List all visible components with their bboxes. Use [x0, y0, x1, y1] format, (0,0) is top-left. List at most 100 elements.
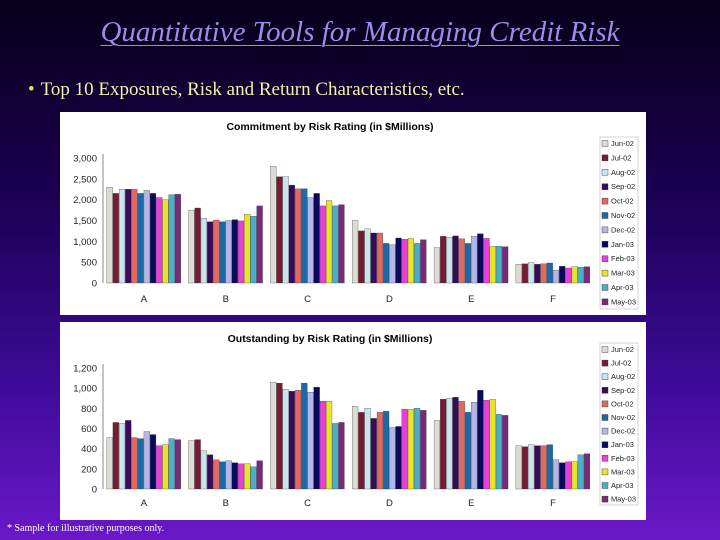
chart-1-y-tick-label: 2,000: [73, 195, 97, 206]
chart-1-legend-swatch: [601, 140, 609, 147]
chart-1-bar: [546, 262, 553, 284]
chart-1-bar: [194, 207, 201, 284]
chart-2-bar: [295, 390, 302, 490]
chart-1-bar: [149, 193, 157, 284]
chart-2-legend-label: Aug-02: [611, 372, 635, 381]
chart-2-y-tick-label: 1,000: [73, 384, 97, 395]
chart-1-legend-label: Nov-02: [611, 211, 635, 220]
chart-1-bar: [420, 239, 427, 284]
chart-1-bar: [313, 193, 320, 284]
chart-1-bar: [458, 238, 465, 284]
chart-1-y-tick-label: 2,500: [73, 174, 97, 185]
chart-2-legend-swatch: [601, 468, 609, 476]
chart-1-y-tick-label: 3,000: [73, 154, 97, 165]
chart-1-bar: [521, 263, 529, 284]
chart-2-category-label: F: [550, 498, 556, 509]
chart-1-bar: [307, 197, 314, 284]
chart-2-bar: [370, 418, 377, 490]
chart-2-bar: [452, 397, 459, 490]
chart-2-bar: [225, 460, 232, 490]
chart-2-bar: [313, 387, 320, 490]
chart-2-bar: [143, 431, 150, 490]
chart-2-bar: [352, 406, 359, 490]
chart-2-bar: [112, 422, 119, 490]
chart-2-bar: [571, 461, 578, 490]
chart-1-category-label: E: [468, 294, 474, 305]
chart-1-legend-label: Feb-03: [611, 254, 635, 263]
chart-2-legend-swatch: [601, 482, 609, 489]
chart-2-bar: [583, 453, 591, 490]
chart-1-bar: [112, 193, 119, 284]
chart-2-bar: [237, 463, 245, 490]
chart-1-bar: [256, 205, 263, 284]
chart-1-legend-label: May-03: [611, 297, 636, 306]
chart-1-y-tick-label: 1,500: [73, 216, 97, 227]
chart-1-bar: [452, 235, 459, 284]
chart-1-legend-label: Jan-03: [611, 240, 634, 249]
chart-2-legend-swatch: [601, 441, 609, 448]
chart-1-legend-label: Jun-02: [611, 139, 634, 148]
chart-2-bar: [250, 466, 257, 490]
chart-1-bar: [137, 193, 144, 284]
commitment-chart: Commitment by Risk Rating (in $Millions)…: [73, 121, 639, 310]
chart-1-bar: [282, 176, 289, 284]
chart-2-bar: [401, 409, 408, 490]
chart-2-category-label: B: [223, 498, 229, 509]
chart-2-bar: [364, 408, 371, 490]
chart-2-bar: [502, 415, 509, 490]
chart-1-bar: [270, 166, 277, 284]
footnote: * Sample for illustrative purposes only.: [7, 523, 165, 534]
chart-2-bar: [301, 382, 308, 490]
chart-2-bar: [495, 414, 502, 490]
chart-2-bar: [307, 392, 314, 490]
chart-1-bar: [571, 266, 578, 284]
bullet-text: Top 10 Exposures, Risk and Return Charac…: [40, 79, 465, 100]
chart-1-bar: [370, 232, 377, 284]
chart-1-bar: [515, 264, 522, 284]
chart-1-bar: [477, 233, 484, 284]
chart-2-legend-swatch: [601, 427, 609, 435]
chart-1-bar: [376, 232, 383, 284]
chart-2-bar: [515, 445, 522, 490]
chart-2-bar: [162, 444, 169, 490]
chart-1-bar: [483, 238, 490, 284]
chart-2-bar: [552, 459, 560, 490]
chart-1-bar: [502, 246, 509, 284]
chart-1-bar: [295, 188, 302, 284]
chart-2-bar: [338, 422, 345, 490]
chart-2-bar: [521, 446, 529, 490]
chart-1-category-label: B: [223, 294, 229, 305]
chart-2-category-label: C: [304, 498, 311, 509]
chart-2-bar: [458, 401, 465, 490]
chart-1-bar: [358, 230, 365, 284]
chart-2-category-label: E: [468, 498, 474, 509]
chart-2-legend-label: Feb-03: [611, 454, 635, 463]
chart-1-bar: [495, 246, 502, 284]
chart-1-legend-swatch: [601, 255, 609, 262]
chart-1-legend-label: Sep-02: [611, 182, 635, 191]
chart-2-bar: [528, 444, 535, 490]
bullet-point: • Top 10 Exposures, Risk and Return Chara…: [28, 79, 465, 101]
chart-2-y-tick-label: 600: [81, 424, 97, 435]
chart-1-category-label: C: [304, 294, 311, 305]
chart-1-bar: [326, 200, 333, 284]
chart-2-bar: [244, 463, 251, 490]
chart-2-bar: [395, 426, 402, 490]
chart-1-category-label: F: [550, 294, 556, 305]
chart-1-category-label: D: [386, 294, 393, 305]
chart-2-category-label: A: [141, 498, 148, 509]
chart-2-legend-label: Dec-02: [611, 427, 635, 436]
chart-1-bar: [352, 220, 359, 284]
chart-2-legend-label: Jan-03: [611, 440, 634, 449]
chart-1-bar: [534, 264, 541, 284]
chart-2-bar: [174, 439, 181, 490]
chart-1-bar: [143, 190, 150, 284]
chart-1-legend-swatch: [601, 269, 609, 277]
chart-1-bar: [433, 247, 440, 284]
chart-1-legend-swatch: [601, 212, 609, 219]
chart-2-bar: [125, 420, 132, 490]
chart-1-legend-swatch: [601, 226, 609, 234]
chart-1-y-tick-label: 500: [81, 258, 97, 269]
chart-2-bar: [282, 389, 289, 490]
chart-1-bar: [200, 218, 207, 284]
